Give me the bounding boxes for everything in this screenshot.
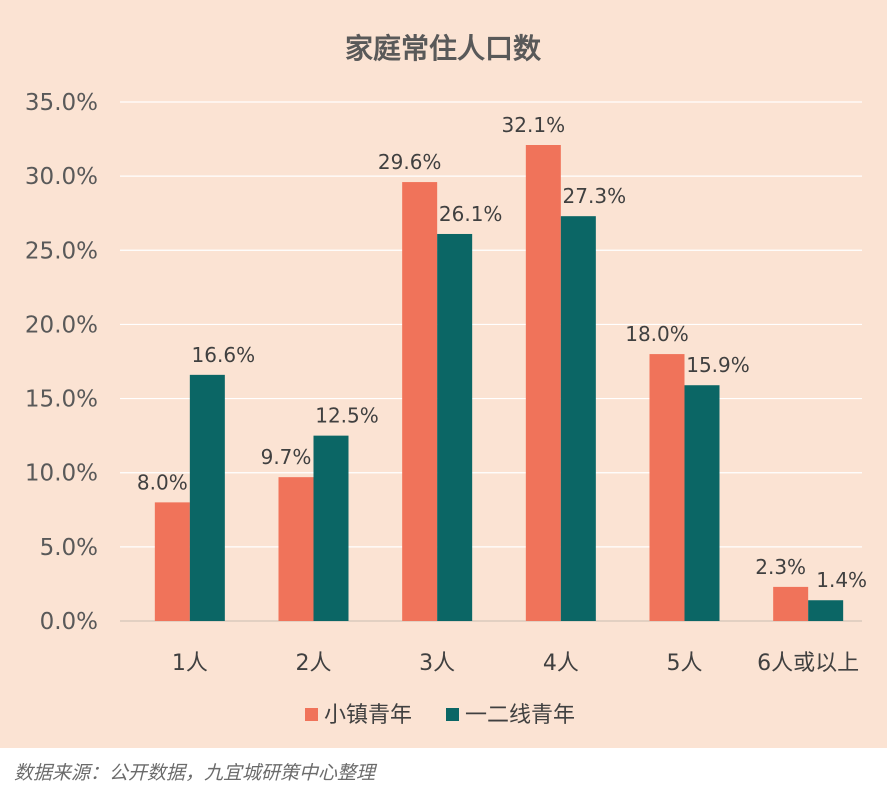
chart-panel: 家庭常住人口数 0.0% 5.0% 10.0% 15.0% 20.0% 25.0% 30.0… xyxy=(0,0,887,748)
source-note: 数据来源：公开数据，九宜城研策中心整理 xyxy=(14,762,376,784)
data-label: 1.4% xyxy=(816,568,867,592)
bar-series2 xyxy=(437,233,473,621)
legend-swatch xyxy=(446,708,459,721)
y-tick-label: 10.0% xyxy=(25,461,98,487)
data-label: 2.3% xyxy=(755,555,806,579)
legend-swatch xyxy=(305,708,318,721)
y-axis-ticks: 0.0% 5.0% 10.0% 15.0% 20.0% 25.0% 30.0% 35.0% xyxy=(25,90,98,635)
data-label: 27.3% xyxy=(563,184,627,208)
y-tick-label: 30.0% xyxy=(25,164,98,190)
bar-series1 xyxy=(525,145,561,621)
data-label: 16.6% xyxy=(192,343,256,367)
bar-series2 xyxy=(560,216,596,621)
bar-series2 xyxy=(189,374,225,621)
bar-series1 xyxy=(154,502,190,621)
x-category-label: 2人 xyxy=(296,651,332,676)
data-label: 9.7% xyxy=(261,445,312,469)
x-category-label: 1人 xyxy=(172,651,208,676)
y-tick-label: 35.0% xyxy=(25,90,98,116)
gridlines xyxy=(120,101,862,622)
legend-label: 一二线青年 xyxy=(465,703,575,728)
bars xyxy=(154,145,844,621)
bar-series1 xyxy=(278,477,314,621)
y-tick-label: 0.0% xyxy=(40,609,98,635)
data-label: 15.9% xyxy=(686,353,750,377)
bar-series2 xyxy=(313,435,349,621)
y-tick-label: 25.0% xyxy=(25,238,98,264)
data-label: 18.0% xyxy=(625,322,689,346)
bar-series1 xyxy=(649,354,685,621)
data-label: 26.1% xyxy=(439,202,503,226)
legend-label: 小镇青年 xyxy=(324,703,412,728)
x-category-label: 3人 xyxy=(419,651,455,676)
bar-series1 xyxy=(773,586,809,621)
bar-series2 xyxy=(684,385,720,621)
x-category-label: 4人 xyxy=(543,651,579,676)
y-tick-label: 5.0% xyxy=(40,535,98,561)
x-axis-categories: 1人 2人 3人 4人 5人 6人或以上 xyxy=(172,651,859,676)
data-labels: 8.0% 16.6% 9.7%12.5% 29.6% 26.1% 32.1% 27.3% 18… xyxy=(137,113,867,592)
data-label: 8.0% xyxy=(137,470,188,494)
y-tick-label: 15.0% xyxy=(25,387,98,413)
legend: 小镇青年 一二线青年 xyxy=(305,703,575,728)
data-label: 29.6% xyxy=(378,150,442,174)
data-label: 12.5% xyxy=(315,404,379,428)
bar-series1 xyxy=(402,182,438,621)
y-tick-label: 20.0% xyxy=(25,312,98,338)
x-category-label: 6人或以上 xyxy=(757,651,859,676)
data-label: 32.1% xyxy=(502,113,566,137)
bar-chart: 家庭常住人口数 0.0% 5.0% 10.0% 15.0% 20.0% 25.0% 30.0… xyxy=(25,32,867,728)
x-category-label: 5人 xyxy=(667,651,703,676)
chart-title: 家庭常住人口数 xyxy=(345,32,542,65)
bar-series2 xyxy=(808,600,844,621)
